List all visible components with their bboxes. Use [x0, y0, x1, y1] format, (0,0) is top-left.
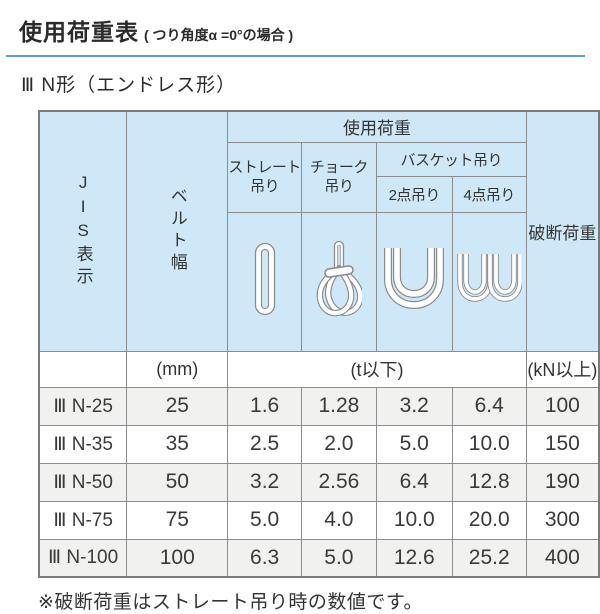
- choke-sling-icon: [316, 240, 364, 317]
- belt-width-value: 75: [126, 500, 229, 540]
- table-row: Ⅲ N-35 35 2.5 2.0 5.0 10.0 150: [38, 424, 600, 464]
- straight-value: 2.5: [227, 424, 302, 464]
- breaking-value: 150: [525, 424, 600, 464]
- breaking-value: 190: [525, 462, 600, 502]
- choke-value: 2.0: [300, 424, 377, 464]
- straight-value: 1.6: [227, 386, 302, 426]
- units-load: (t以下): [227, 350, 527, 388]
- table-row: Ⅲ N-25 25 1.6 1.28 3.2 6.4 100: [38, 386, 600, 426]
- col-header-belt-width-label: ベルト幅: [167, 187, 187, 276]
- title-note: ( つり角度α =0°の場合 ): [144, 27, 294, 43]
- basket2-value: 3.2: [375, 386, 453, 426]
- basket-2point-sling-cell: [375, 211, 453, 352]
- col-header-jis-label: JIS表示: [73, 173, 93, 290]
- straight-sling-icon: [254, 242, 275, 316]
- straight-sling-cell: [227, 211, 302, 352]
- page-title: 使用荷重表 ( つり角度α =0°の場合 ): [0, 0, 600, 47]
- belt-width-value: 25: [126, 386, 229, 426]
- footnote: ※破断荷重はストレート吊り時の数値です。: [38, 592, 424, 613]
- title-text: 使用荷重表: [19, 19, 139, 45]
- table-row: Ⅲ N-75 75 5.0 4.0 10.0 20.0 300: [38, 500, 600, 540]
- basket2-value: 6.4: [375, 462, 453, 502]
- belt-width-value: 35: [126, 424, 229, 464]
- units-empty-cell: [38, 350, 128, 388]
- choke-value: 5.0: [300, 538, 377, 578]
- col-header-basket-4point: 4点吊り: [451, 175, 527, 213]
- breaking-value: 300: [525, 500, 600, 540]
- col-header-jis: JIS表示: [38, 110, 128, 352]
- basket4-value: 20.0: [451, 500, 527, 540]
- straight-value: 6.3: [227, 538, 302, 578]
- row-label: Ⅲ N-25: [38, 386, 128, 426]
- col-header-breaking-load: 破断荷重: [525, 110, 600, 352]
- straight-value: 3.2: [227, 462, 302, 502]
- basket4-value: 12.8: [451, 462, 527, 502]
- basket2-value: 5.0: [375, 424, 453, 464]
- units-breaking: (kN以上): [525, 350, 600, 388]
- col-header-belt-width: ベルト幅: [126, 110, 229, 352]
- row-label: Ⅲ N-35: [38, 424, 128, 464]
- col-header-basket: バスケット吊り: [375, 141, 527, 177]
- basket-4point-sling-icon: [457, 254, 523, 302]
- row-label: Ⅲ N-75: [38, 500, 128, 540]
- choke-value: 4.0: [300, 500, 377, 540]
- row-label: Ⅲ N-100: [38, 538, 128, 578]
- col-header-choke: チョーク 吊り: [300, 141, 377, 213]
- breaking-value: 100: [525, 386, 600, 426]
- basket-2point-sling-icon: [384, 248, 445, 310]
- table-row: Ⅲ N-100 100 6.3 5.0 12.6 25.2 400: [38, 538, 600, 578]
- basket4-value: 6.4: [451, 386, 527, 426]
- load-table: JIS表示 ベルト幅 使用荷重 破断荷重 ストレート 吊り チョーク 吊り バス…: [38, 110, 600, 578]
- title-underline: [6, 55, 585, 57]
- basket4-value: 25.2: [451, 538, 527, 578]
- col-header-straight: ストレート 吊り: [227, 141, 302, 213]
- basket2-value: 12.6: [375, 538, 453, 578]
- col-header-working-load: 使用荷重: [227, 110, 527, 143]
- col-header-basket-2point: 2点吊り: [375, 175, 453, 213]
- basket2-value: 10.0: [375, 500, 453, 540]
- basket-4point-sling-cell: [451, 211, 527, 352]
- table-row: Ⅲ N-50 50 3.2 2.56 6.4 12.8 190: [38, 462, 600, 502]
- choke-value: 2.56: [300, 462, 377, 502]
- units-belt: (mm): [126, 350, 229, 388]
- belt-width-value: 100: [126, 538, 229, 578]
- belt-width-value: 50: [126, 462, 229, 502]
- choke-value: 1.28: [300, 386, 377, 426]
- breaking-value: 400: [525, 538, 600, 578]
- choke-sling-cell: [300, 211, 377, 352]
- section-subtitle: Ⅲ N形（エンドレス形）: [21, 75, 237, 96]
- basket4-value: 10.0: [451, 424, 527, 464]
- row-label: Ⅲ N-50: [38, 462, 128, 502]
- straight-value: 5.0: [227, 500, 302, 540]
